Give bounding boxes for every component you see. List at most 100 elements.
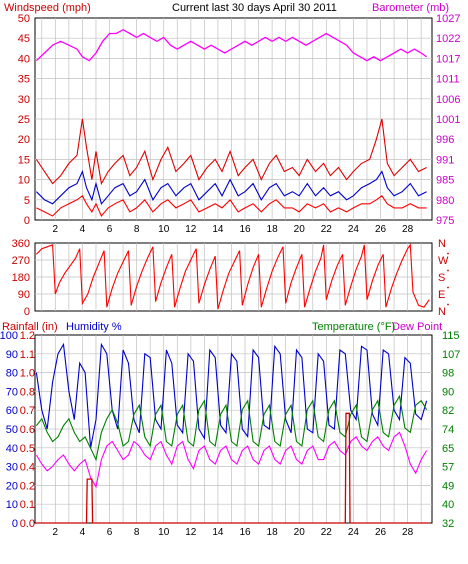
- windspeed-tick-label: 30: [18, 94, 30, 106]
- temperature-tick-label: 65: [442, 443, 454, 455]
- rainfall-tick-label: 0.6: [20, 424, 35, 436]
- rainfall-tick-label: 1.0: [20, 368, 35, 380]
- temperature-tick-label: 32: [442, 518, 454, 530]
- temperature-tick-label: 90: [442, 386, 454, 398]
- humidity-tick-label: 20: [6, 480, 18, 492]
- wind-dir-tick-label: 180: [12, 272, 30, 284]
- temp-x-tick-label: 2: [53, 527, 59, 538]
- temp-x-tick-label: 8: [134, 527, 140, 538]
- temperature-tick-label: 107: [442, 349, 460, 361]
- barometer-tick-label: 996: [436, 134, 454, 146]
- wind-series-line: [36, 194, 427, 218]
- wind-x-tick-label: 24: [348, 224, 360, 235]
- windspeed-axis-label: Windspeed (mph): [4, 2, 91, 14]
- wind-x-tick-label: 18: [267, 224, 279, 235]
- temperature-tick-label: 49: [442, 480, 454, 492]
- windspeed-tick-label: 40: [18, 53, 30, 65]
- windspeed-tick-label: 15: [18, 154, 30, 166]
- wind-x-tick-label: 2: [53, 224, 59, 235]
- temp-x-tick-label: 16: [239, 527, 251, 538]
- rainfall-tick-label: 0.5: [20, 443, 35, 455]
- wind-x-tick-label: 6: [107, 224, 113, 235]
- windspeed-tick-label: 45: [18, 33, 30, 45]
- rainfall-tick-label: 0.1: [20, 499, 35, 511]
- rainfall-axis-label: Rainfall (in): [2, 321, 58, 333]
- temp-x-tick-label: 24: [348, 527, 360, 538]
- wind-x-tick-label: 14: [212, 224, 224, 235]
- barometer-tick-label: 1022: [436, 33, 460, 45]
- compass-dot: [447, 252, 449, 255]
- humidity-axis-label: Humidity %: [66, 321, 122, 333]
- wind-x-tick-label: 16: [239, 224, 251, 235]
- humidity-tick-label: 50: [6, 424, 18, 436]
- barometer-tick-label: 975: [436, 215, 454, 227]
- compass-tick-label: N: [438, 306, 446, 318]
- compass-dot: [447, 286, 449, 289]
- compass-tick-label: S: [438, 272, 445, 284]
- temp-x-tick-label: 28: [402, 527, 414, 538]
- barometer-series-line: [35, 28, 427, 62]
- humidity-tick-label: 90: [6, 349, 18, 361]
- temp-x-tick-label: 6: [107, 527, 113, 538]
- humidity-tick-label: 10: [6, 499, 18, 511]
- wind-x-tick-label: 26: [375, 224, 387, 235]
- temp-x-tick-label: 22: [321, 527, 333, 538]
- temp-x-tick-label: 10: [158, 527, 170, 538]
- wind-x-tick-label: 4: [80, 224, 86, 235]
- temperature-tick-label: 82: [442, 405, 454, 417]
- rainfall-tick-label: 1.1: [20, 349, 35, 361]
- temperature-tick-label: 40: [442, 499, 454, 511]
- barometer-tick-label: 1001: [436, 114, 460, 126]
- compass-dot: [447, 269, 449, 272]
- wind-dir-tick-label: 90: [18, 289, 30, 301]
- humidity-tick-label: 100: [0, 330, 18, 342]
- temperature-series-line: [35, 394, 428, 462]
- temp-x-tick-label: 14: [212, 527, 224, 538]
- barometer-tick-label: 985: [436, 175, 454, 187]
- rainfall-tick-label: 0.4: [20, 462, 35, 474]
- barometer-tick-label: 1017: [436, 53, 460, 65]
- temp-x-tick-label: 26: [375, 527, 387, 538]
- wind-x-tick-label: 20: [294, 224, 306, 235]
- temperature-tick-label: 98: [442, 368, 454, 380]
- dew_point-series-line: [35, 431, 428, 489]
- chart-title: Current last 30 days April 30 2011: [172, 2, 337, 14]
- wind-dir-tick-label: 360: [12, 238, 30, 250]
- wind-direction-series-line: [36, 243, 430, 310]
- humidity-tick-label: 70: [6, 386, 18, 398]
- rainfall-tick-label: 1.2: [20, 330, 35, 342]
- windspeed-tick-label: 50: [18, 13, 30, 25]
- rainfall-tick-label: 0.2: [20, 480, 35, 492]
- windspeed-tick-label: 35: [18, 74, 30, 86]
- gust-series-line: [35, 118, 427, 186]
- wind-x-tick-label: 8: [134, 224, 140, 235]
- humidity-tick-label: 0: [12, 518, 18, 530]
- windspeed-tick-label: 10: [18, 175, 30, 187]
- humidity-tick-label: 30: [6, 462, 18, 474]
- compass-tick-label: W: [438, 255, 449, 267]
- wind-x-tick-label: 12: [185, 224, 197, 235]
- temperature-tick-label: 74: [442, 424, 454, 436]
- dew-point-axis-label: Dew Point: [392, 321, 442, 333]
- compass-dot: [447, 303, 449, 306]
- temperature-tick-label: 57: [442, 462, 454, 474]
- compass-tick-label: N: [438, 238, 446, 250]
- barometer-tick-label: 1006: [436, 94, 460, 106]
- windspeed-tick-label: 25: [18, 114, 30, 126]
- humidity-tick-label: 40: [6, 443, 18, 455]
- wind_avg-series-line: [36, 169, 427, 205]
- rainfall-series-line: [36, 412, 430, 524]
- barometer-tick-label: 1027: [436, 13, 460, 25]
- wind-x-tick-label: 22: [321, 224, 333, 235]
- humidity-series-line: [35, 342, 428, 448]
- windspeed-tick-label: 20: [18, 134, 30, 146]
- wind-dir-tick-label: 0: [24, 306, 30, 318]
- rainfall-tick-label: 0.8: [20, 386, 35, 398]
- temp-x-tick-label: 18: [267, 527, 279, 538]
- windspeed-tick-label: 0: [24, 215, 30, 227]
- temp-x-tick-label: 12: [185, 527, 197, 538]
- barometer-tick-label: 991: [436, 154, 454, 166]
- barometer-tick-label: 980: [436, 195, 454, 207]
